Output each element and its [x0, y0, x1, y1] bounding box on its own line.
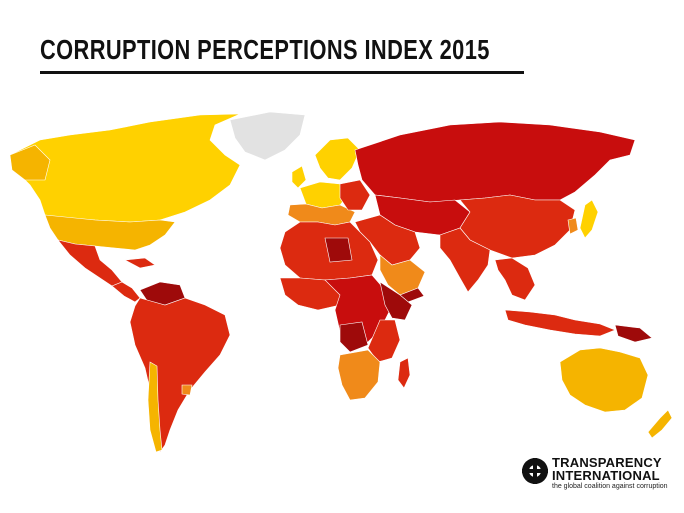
region-uk-iceland — [291, 165, 307, 189]
region-alaska — [9, 144, 51, 181]
region-libya — [324, 237, 353, 263]
logo-tagline: the global coalition against corruption — [552, 483, 668, 490]
title-underline — [40, 71, 524, 74]
region-papua — [614, 324, 653, 343]
logo-text-line2: INTERNATIONAL — [552, 468, 660, 483]
region-indonesia — [504, 309, 616, 337]
region-horn-of-africa — [379, 281, 413, 321]
transparency-international-logo: TRANSPARENCY INTERNATIONAL the global co… — [520, 454, 670, 494]
world-map — [9, 111, 673, 453]
region-southeast-asia — [494, 257, 536, 301]
logo-text-line1: TRANSPARENCY — [552, 455, 662, 470]
region-russia — [354, 121, 636, 203]
region-japan — [579, 199, 599, 239]
ti-logo-icon — [522, 458, 548, 484]
region-south-america — [129, 297, 231, 453]
region-east-africa — [367, 319, 401, 363]
region-central-america — [111, 281, 141, 303]
region-uruguay — [181, 384, 193, 396]
region-australia — [559, 347, 649, 413]
region-scandinavia — [314, 137, 361, 181]
region-greenland — [229, 111, 306, 161]
region-congo — [339, 321, 369, 353]
region-india — [439, 227, 491, 293]
region-korea — [567, 217, 579, 235]
region-eastern-europe — [339, 179, 371, 211]
page-title: CORRUPTION PERCEPTIONS INDEX 2015 — [40, 34, 490, 65]
region-madagascar — [397, 357, 411, 389]
region-southern-africa — [337, 349, 381, 401]
region-chile — [147, 361, 163, 453]
region-canada — [9, 113, 241, 223]
region-caribbean — [123, 257, 156, 269]
region-new-zealand — [647, 409, 673, 439]
